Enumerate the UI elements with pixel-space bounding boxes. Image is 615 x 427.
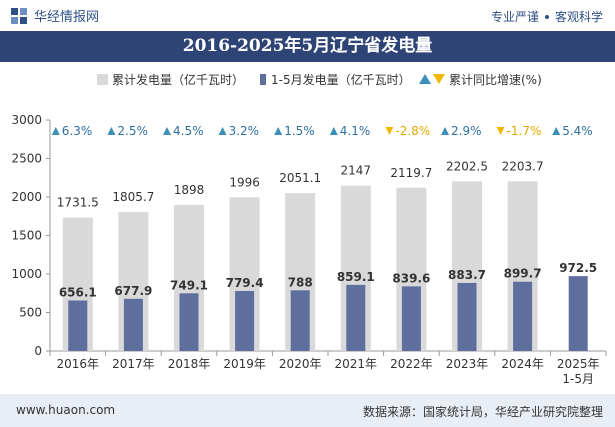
x-tick-label: 2023年	[446, 357, 489, 371]
growth-row: 6.3% 2.5% 4.5% 3.2% 1.5% 4.1% -2.8% 2.9% -1.7% 5.…	[51, 124, 593, 138]
x-tick-label: 2022年	[390, 357, 433, 371]
growth-up-arrow-icon	[274, 127, 283, 135]
y-tick-label: 1500	[11, 229, 42, 243]
cumulative-value-label: 2202.5	[446, 159, 488, 173]
monthly-bar	[123, 298, 143, 351]
x-tick-label: 2024年	[501, 357, 544, 371]
growth-down-arrow-icon	[496, 127, 505, 135]
y-tick-label: 1000	[11, 267, 42, 281]
growth-value-label: 2.5%	[117, 124, 147, 138]
x-tick-label: 2017年	[112, 357, 155, 371]
monthly-value-label: 899.7	[504, 267, 542, 281]
y-tick-label: 3000	[11, 113, 42, 127]
monthly-bar	[235, 290, 255, 351]
tagline-right: 客观科学	[554, 10, 603, 24]
monthly-bar	[568, 276, 588, 351]
monthly-value-label: 859.1	[337, 270, 375, 284]
growth-value-label: 3.2%	[229, 124, 260, 138]
legend-cumulative-swatch	[97, 74, 108, 85]
monthly-bar	[346, 284, 366, 351]
legend-growth-label: 累计同比增速(%)	[449, 73, 542, 87]
growth-value-label: -2.8%	[395, 124, 430, 138]
footer-source: 数据来源：国家统计局，华经产业研究院整理	[362, 405, 603, 419]
chart: 累计发电量（亿千瓦时） 1-5月发电量（亿千瓦时） 累计同比增速(%) 0 500…	[11, 72, 607, 386]
monthly-value-label: 779.4	[226, 276, 264, 290]
growth-up-arrow-icon	[441, 127, 449, 135]
x-tick-label: 2016年	[57, 357, 100, 371]
monthly-value-label: 839.6	[392, 271, 430, 285]
chart-title-bar: 2016-2025年5月辽宁省发电量	[0, 31, 615, 62]
x-tick-label: 1-5月	[562, 372, 594, 386]
x-tick-label: 2021年	[335, 357, 378, 371]
growth-value-label: 4.1%	[340, 124, 371, 138]
legend-monthly-swatch	[260, 74, 266, 85]
cumulative-value-label: 2119.7	[390, 166, 432, 180]
brand-name: 华经情报网	[34, 10, 100, 25]
footer-url: www.huaon.com	[16, 403, 116, 417]
cumulative-value-label: 2147	[341, 164, 372, 178]
labels: 1731.5 656.1 1805.7 677.9 1898 749.1 1996 779.4…	[57, 159, 597, 299]
legend-down-arrow-icon	[433, 74, 445, 84]
x-tick-label: 2025年	[557, 357, 600, 371]
tagline-left: 专业严谨	[490, 10, 539, 24]
growth-value-label: 5.4%	[562, 124, 593, 138]
monthly-value-label: 677.9	[114, 284, 152, 298]
monthly-bar	[290, 290, 310, 351]
growth-value-label: 1.5%	[284, 124, 315, 138]
growth-up-arrow-icon	[218, 127, 227, 135]
growth-value-label: -1.7%	[507, 124, 542, 138]
x-tick-label: 2020年	[279, 357, 322, 371]
top-bar: 华经情报网 专业严谨 客观科学	[0, 0, 615, 30]
growth-up-arrow-icon	[51, 127, 60, 135]
cumulative-value-label: 1805.7	[112, 190, 154, 204]
brand-logo-icon	[11, 7, 27, 24]
legend-monthly-label: 1-5月发电量（亿千瓦时）	[271, 72, 411, 87]
monthly-value-label: 972.5	[559, 261, 597, 275]
bars	[62, 181, 588, 351]
axes: 0 500 1000 1500 2000 2500 3000 2016年 2017年 2018年 2…	[11, 113, 607, 386]
growth-value-label: 4.5%	[173, 124, 204, 138]
tagline: 专业严谨 客观科学	[491, 8, 603, 25]
growth-up-arrow-icon	[107, 127, 116, 135]
monthly-bar	[513, 281, 533, 351]
growth-up-arrow-icon	[163, 127, 171, 135]
x-tick-label: 2018年	[168, 357, 211, 371]
monthly-bar	[68, 300, 88, 351]
x-tick-label: 2019年	[223, 357, 266, 371]
chart-title: 2016-2025年5月辽宁省发电量	[182, 36, 433, 56]
cumulative-value-label: 1898	[174, 183, 205, 197]
y-tick-label: 2500	[11, 152, 42, 166]
growth-value-label: 6.3%	[62, 124, 93, 138]
cumulative-value-label: 2203.7	[502, 159, 544, 173]
growth-up-arrow-icon	[552, 127, 561, 135]
growth-value-label: 2.9%	[451, 124, 482, 138]
y-tick-label: 2000	[11, 190, 42, 204]
cumulative-value-label: 1731.5	[57, 196, 99, 210]
y-tick-label: 500	[19, 306, 42, 320]
cumulative-value-label: 1996	[229, 175, 260, 189]
cumulative-value-label: 2051.1	[279, 171, 321, 185]
legend-up-arrow-icon	[419, 74, 431, 84]
footer: www.huaon.com 数据来源：国家统计局，华经产业研究院整理	[0, 394, 615, 427]
monthly-value-label: 656.1	[59, 285, 97, 299]
growth-down-arrow-icon	[385, 127, 394, 135]
monthly-bar	[457, 282, 477, 351]
legend: 累计发电量（亿千瓦时） 1-5月发电量（亿千瓦时） 累计同比增速(%)	[97, 72, 542, 87]
monthly-value-label: 749.1	[170, 278, 208, 292]
monthly-bar	[179, 293, 199, 351]
monthly-value-label: 788	[288, 275, 313, 289]
tagline-dot-icon	[544, 14, 549, 19]
legend-cumulative-label: 累计发电量（亿千瓦时）	[112, 72, 244, 87]
growth-up-arrow-icon	[329, 127, 338, 135]
y-tick-label: 0	[34, 344, 42, 358]
monthly-value-label: 883.7	[448, 268, 486, 282]
brand: 华经情报网	[10, 6, 99, 25]
monthly-bar	[401, 286, 421, 351]
